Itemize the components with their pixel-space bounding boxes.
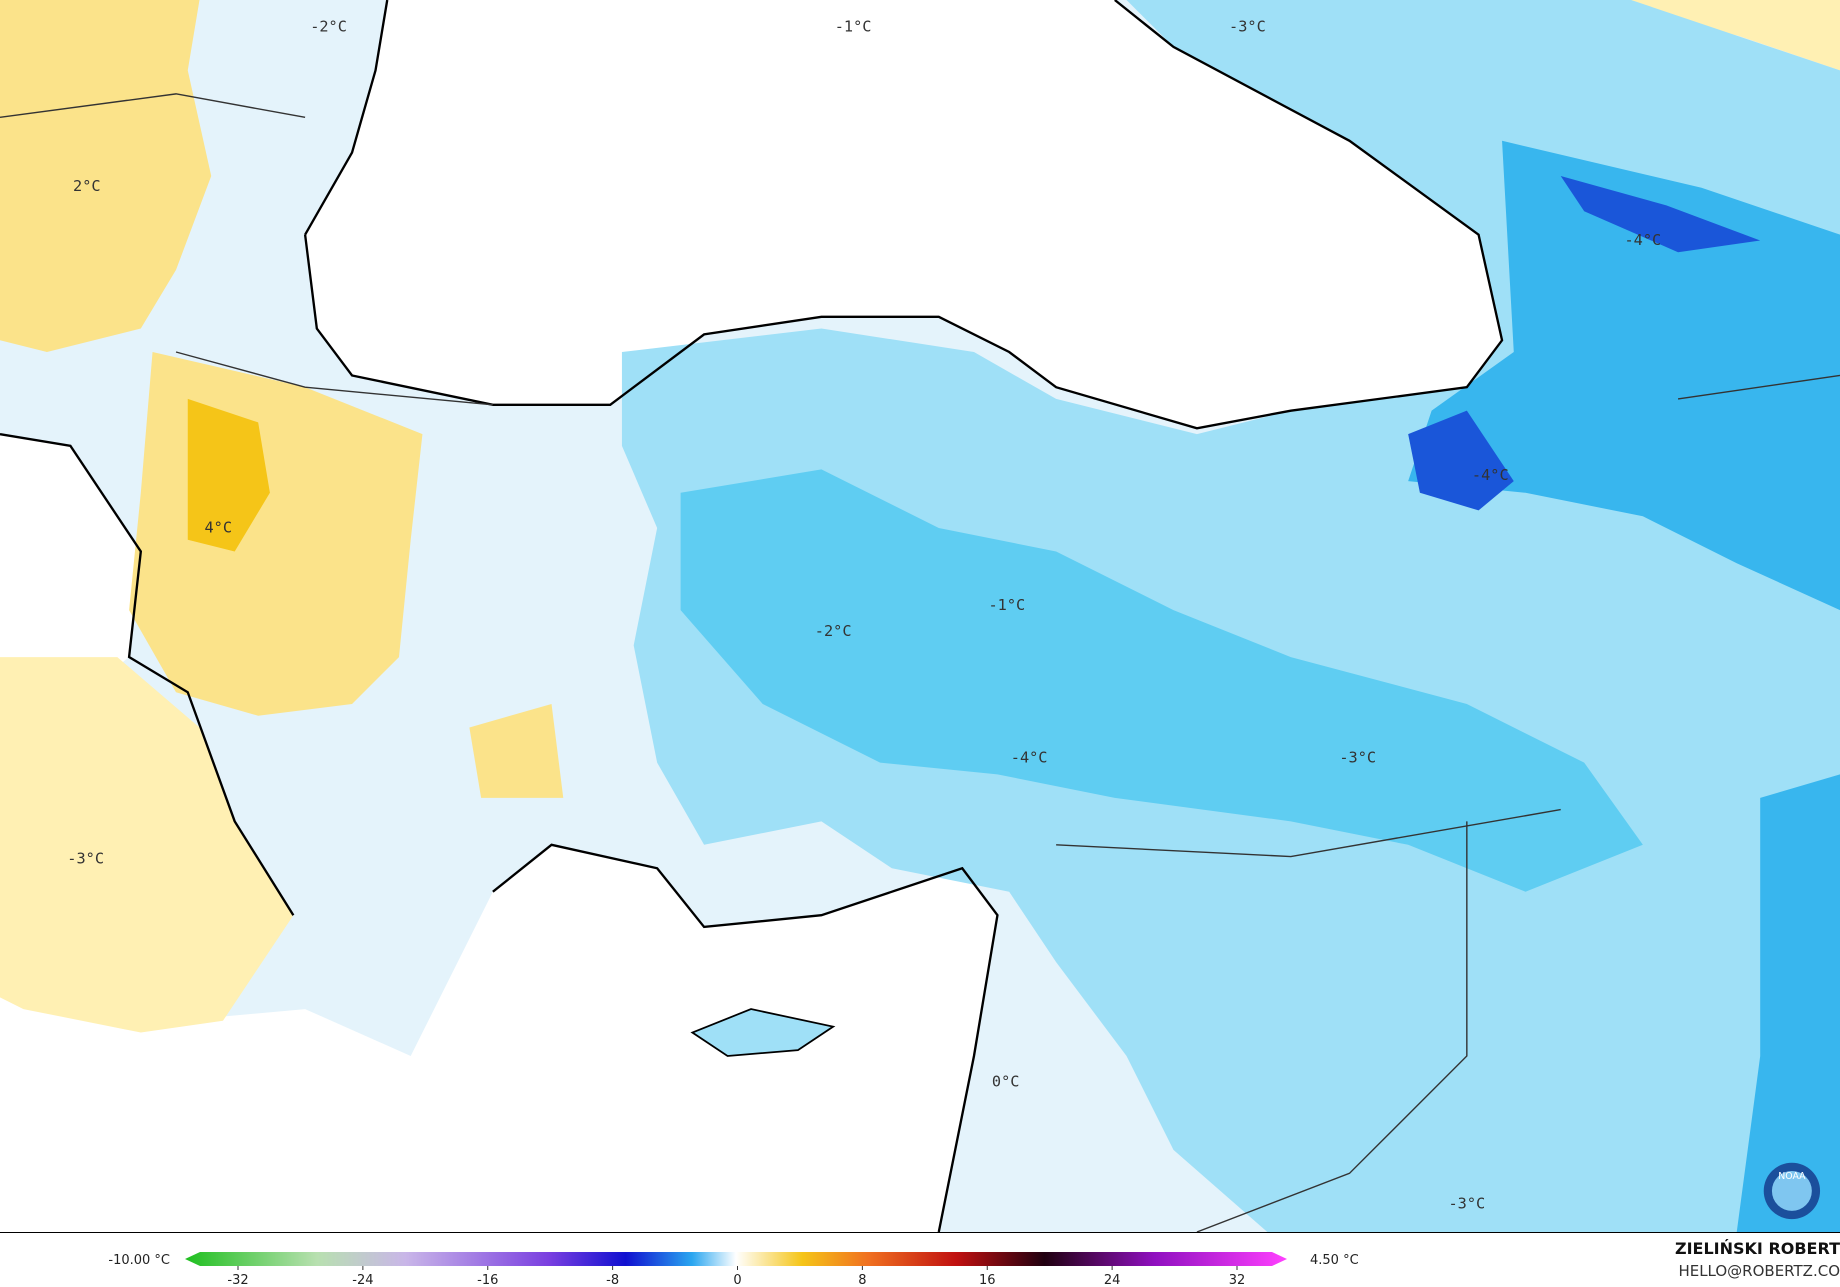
colorbar-max: 4.50 °C [1310, 1253, 1359, 1268]
map: -2°C -1°C -3°C 2°C -4°C -4°C 4°C -1°C -2°C -4°C -3… [0, 0, 1840, 1232]
cold-core [1408, 410, 1514, 511]
colorbar [185, 1252, 1287, 1266]
colorbar-tick-label: 16 [979, 1273, 996, 1287]
temperature-label: -4°C [1624, 231, 1661, 249]
warm-area [0, 0, 212, 352]
coastline [304, 0, 389, 236]
colorbar-tick-label: 8 [858, 1273, 866, 1287]
temperature-label: -1°C [988, 596, 1025, 614]
colorbar-min: -10.00 °C [108, 1253, 170, 1268]
colorbar-tick-label: -24 [352, 1273, 373, 1287]
aegean [0, 434, 141, 716]
colorbar-tick-label: 0 [733, 1273, 741, 1287]
credit-name: ZIELIŃSKI ROBERT [1675, 1239, 1840, 1258]
temperature-label: 4°C [204, 519, 232, 537]
cold-area [1736, 774, 1840, 1232]
temperature-label: -1°C [835, 18, 872, 36]
coastline [0, 432, 999, 1232]
temperature-label: -2°C [310, 18, 347, 36]
colorbar-tick-label: -16 [477, 1273, 498, 1287]
cold-area [1408, 140, 1840, 611]
credit-email: HELLO@ROBERTZ.CO [1678, 1262, 1840, 1280]
noaa-logo: NOAA [1763, 1162, 1821, 1220]
colorbar-tick-label: -8 [606, 1273, 619, 1287]
temperature-label: -3°C [1229, 18, 1266, 36]
temperature-label: 2°C [73, 177, 101, 195]
warm-area [469, 704, 564, 798]
temperature-label: -4°C [1472, 466, 1509, 484]
colorbar-panel: -10.00 °C 4.50 °C ZIELIŃSKI ROBERT HELLO… [0, 1232, 1840, 1287]
temperature-label: 0°C [992, 1073, 1020, 1091]
colorbar-tick-label: 32 [1229, 1273, 1246, 1287]
temperature-label: -3°C [1448, 1195, 1485, 1213]
colorbar-tick-label: 24 [1104, 1273, 1121, 1287]
cyprus [690, 1008, 836, 1057]
border [0, 93, 1840, 1232]
warm-area [0, 657, 294, 1033]
colorbar-tick-label: -32 [227, 1273, 248, 1287]
black-sea [305, 0, 1503, 429]
colorbar-ticks: -32 -24 -16 -8 0 8 16 24 32 [227, 1266, 1245, 1287]
temperature-label: -4°C [1011, 749, 1048, 767]
coastline [303, 0, 1504, 430]
cold-core [1560, 176, 1761, 253]
svg-text:NOAA: NOAA [1778, 1171, 1806, 1182]
warm-core [187, 398, 270, 552]
cold-area [680, 469, 1643, 892]
mediterranean [0, 844, 998, 1232]
temperature-label: -2°C [815, 622, 852, 640]
temperature-label: -3°C [67, 850, 104, 868]
temperature-label: -3°C [1339, 749, 1376, 767]
temperature-labels: -2°C -1°C -3°C 2°C -4°C -4°C 4°C -1°C -2°C -4°C -3… [67, 18, 1661, 1213]
map-frame [0, 1232, 1840, 1233]
